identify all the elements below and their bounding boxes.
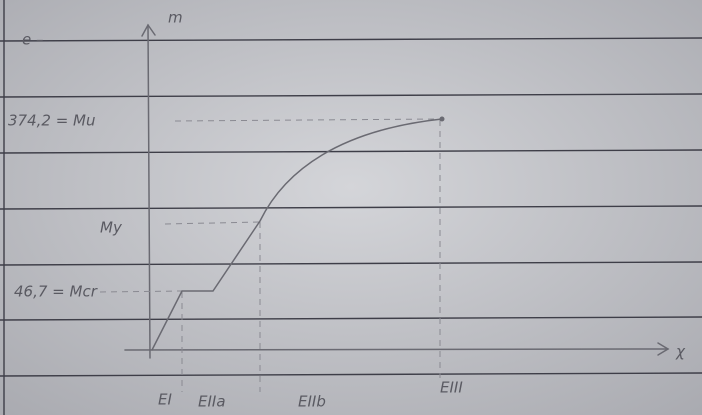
stage-label: EIII — [440, 379, 463, 397]
level-label: 46,7 = Mcr — [14, 283, 98, 301]
notebook-sketch: e – m χ 374,2 = Mu My 46,7 = Mcr EI EIIa… — [0, 0, 702, 415]
stage-label: EIIa — [198, 393, 226, 411]
stage-label: EIIb — [298, 393, 326, 411]
stage-label: EI — [158, 391, 172, 409]
level-label: My — [100, 219, 123, 237]
x-axis-label: χ — [675, 343, 686, 361]
level-label: 374,2 = Mu — [8, 112, 96, 130]
end-point — [440, 117, 445, 122]
y-axis-label: m — [168, 9, 183, 27]
margin-note: e – — [22, 31, 44, 49]
